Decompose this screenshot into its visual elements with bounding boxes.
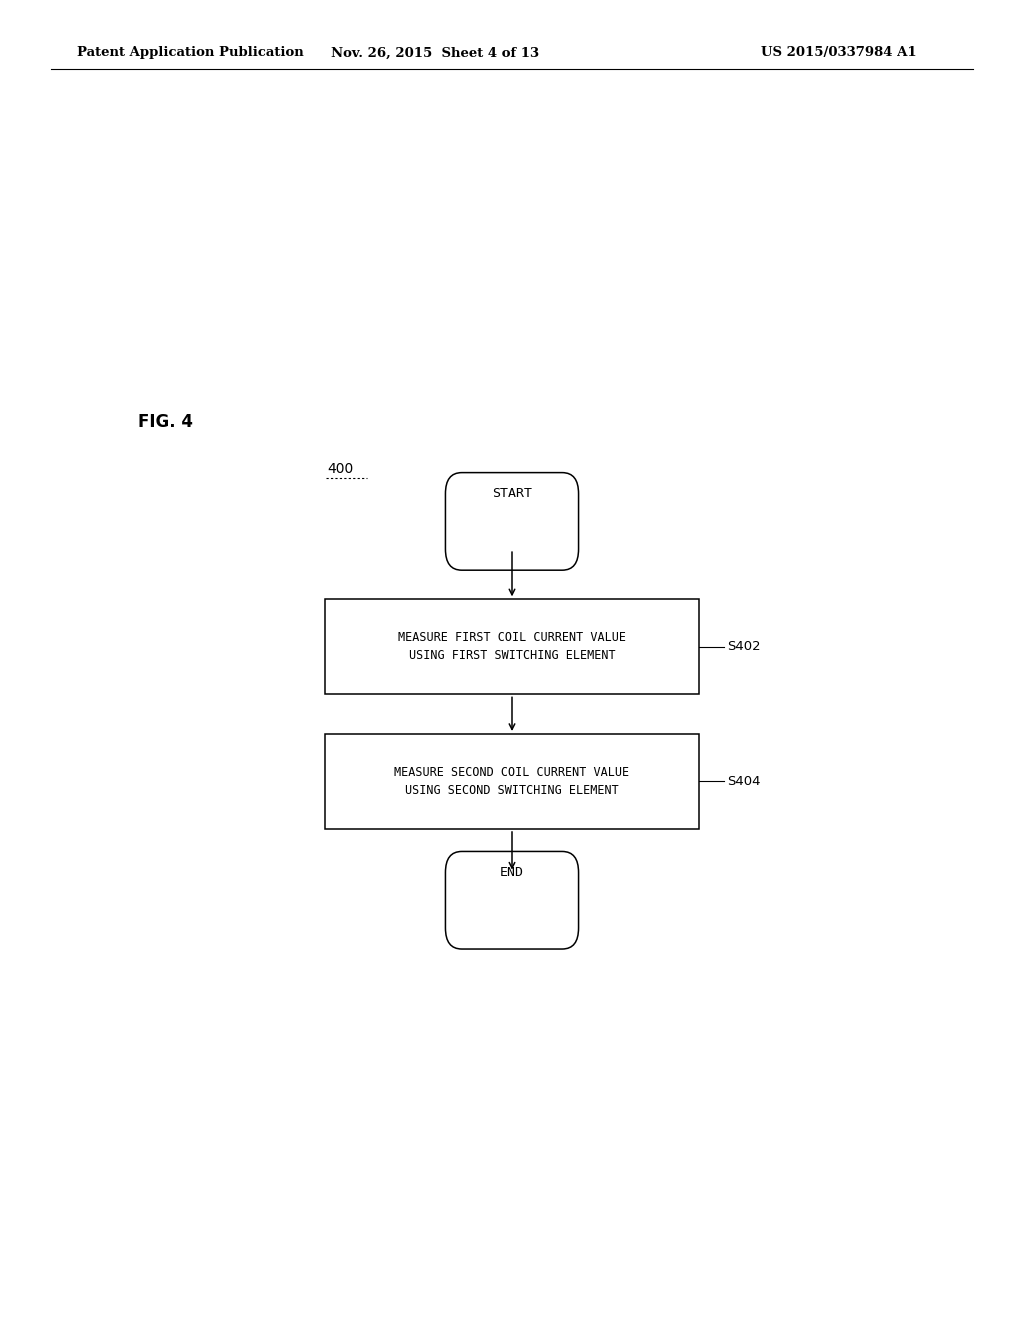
Text: MEASURE SECOND COIL CURRENT VALUE
USING SECOND SWITCHING ELEMENT: MEASURE SECOND COIL CURRENT VALUE USING …	[394, 766, 630, 797]
Text: S402: S402	[727, 640, 761, 653]
Text: MEASURE FIRST COIL CURRENT VALUE
USING FIRST SWITCHING ELEMENT: MEASURE FIRST COIL CURRENT VALUE USING F…	[398, 631, 626, 663]
Text: START: START	[492, 487, 532, 500]
FancyBboxPatch shape	[326, 734, 698, 829]
Text: FIG. 4: FIG. 4	[138, 413, 194, 432]
FancyBboxPatch shape	[326, 599, 698, 694]
Text: Patent Application Publication: Patent Application Publication	[77, 46, 303, 59]
Text: US 2015/0337984 A1: US 2015/0337984 A1	[761, 46, 916, 59]
Text: 400: 400	[328, 462, 354, 475]
Text: S404: S404	[727, 775, 761, 788]
FancyBboxPatch shape	[445, 473, 579, 570]
Text: END: END	[500, 866, 524, 879]
FancyBboxPatch shape	[445, 851, 579, 949]
Text: Nov. 26, 2015  Sheet 4 of 13: Nov. 26, 2015 Sheet 4 of 13	[331, 46, 540, 59]
